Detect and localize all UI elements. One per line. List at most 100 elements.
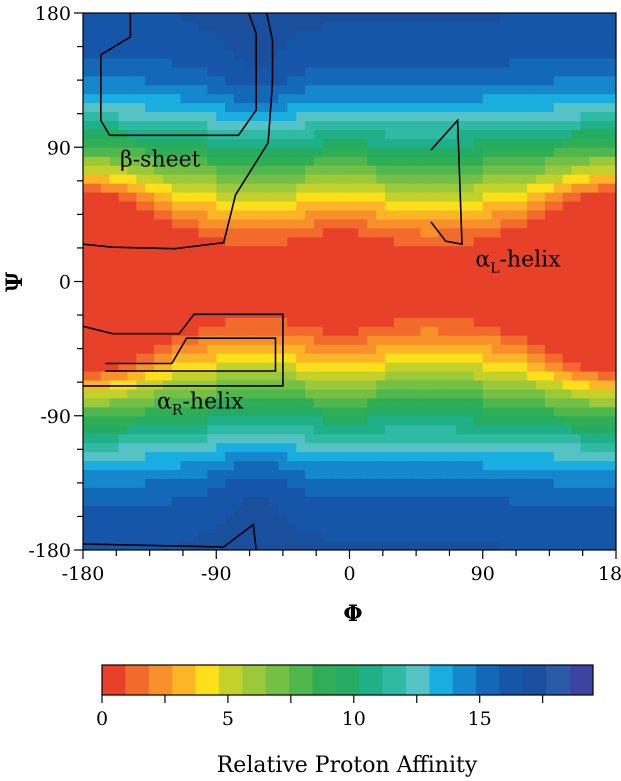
heatmap-cell <box>589 102 599 113</box>
heatmap-cell <box>589 138 599 148</box>
heatmap-cell <box>269 299 280 309</box>
heatmap-cell <box>367 433 377 444</box>
heatmap-cell <box>553 129 564 139</box>
heatmap-cell <box>109 39 120 50</box>
heatmap-cell <box>482 102 493 113</box>
heatmap-cell <box>438 326 448 336</box>
heatmap-cell <box>393 236 404 247</box>
heatmap-cell <box>491 451 502 462</box>
heatmap-cell <box>278 209 288 220</box>
heatmap-cell <box>376 75 386 86</box>
heatmap-cell <box>109 371 120 381</box>
heatmap-cell <box>456 317 466 327</box>
heatmap-cell <box>607 317 616 327</box>
heatmap-cell <box>109 281 120 292</box>
heatmap-cell <box>313 487 324 497</box>
heatmap-cell <box>162 192 173 202</box>
heatmap-cell <box>562 505 573 515</box>
x-tick-label: -90 <box>201 563 232 585</box>
heatmap-cell <box>145 174 155 184</box>
heatmap-cell <box>607 57 616 68</box>
heatmap-cell <box>180 57 191 68</box>
heatmap-cell <box>358 326 368 336</box>
heatmap-cell <box>118 200 129 211</box>
heatmap-cell <box>136 344 146 354</box>
heatmap-cell <box>580 263 590 274</box>
heatmap-cell <box>464 371 475 381</box>
heatmap-cell <box>305 245 315 256</box>
heatmap-cell <box>473 281 484 292</box>
heatmap-cell <box>198 424 208 435</box>
heatmap-cell <box>162 272 173 283</box>
heatmap-cell <box>287 102 297 113</box>
heatmap-cell <box>100 272 111 283</box>
heatmap-cell <box>234 523 244 533</box>
heatmap-cell <box>607 397 616 408</box>
heatmap-cell <box>376 174 386 184</box>
heatmap-cell <box>438 353 448 363</box>
heatmap-cell <box>171 227 182 238</box>
heatmap-cell <box>367 451 377 462</box>
heatmap-cell <box>340 66 351 77</box>
heatmap-cell <box>527 66 537 77</box>
heatmap-cell <box>420 13 431 23</box>
heatmap-cell <box>118 344 129 354</box>
heatmap-cell <box>456 245 466 256</box>
heatmap-cell <box>198 120 208 130</box>
heatmap-cell <box>189 156 200 166</box>
heatmap-cell <box>331 451 342 462</box>
heatmap-cell <box>340 344 351 354</box>
heatmap-cell <box>402 147 413 157</box>
heatmap-cell <box>580 514 590 524</box>
heatmap-cell <box>367 317 377 327</box>
heatmap-cell <box>385 460 395 471</box>
heatmap-cell <box>527 397 537 408</box>
heatmap-cell <box>527 129 537 139</box>
heatmap-cell <box>127 174 137 184</box>
heatmap-cell <box>216 514 226 524</box>
heatmap-cell <box>269 102 280 113</box>
heatmap-cell <box>278 442 288 453</box>
heatmap-cell <box>598 66 608 77</box>
heatmap-cell <box>349 362 359 372</box>
heatmap-cell <box>473 129 484 139</box>
heatmap-cell <box>154 487 164 497</box>
heatmap-cell <box>198 209 208 220</box>
heatmap-cell <box>473 263 484 274</box>
heatmap-cell <box>225 335 235 345</box>
heatmap-cell <box>393 156 404 166</box>
heatmap-cell <box>482 21 493 32</box>
heatmap-cell <box>216 532 226 542</box>
heatmap-cell <box>598 263 608 274</box>
heatmap-cell <box>553 371 564 381</box>
heatmap-cell <box>136 397 146 408</box>
heatmap-cell <box>331 469 342 479</box>
heatmap-cell <box>509 451 519 462</box>
heatmap-cell <box>402 353 413 363</box>
heatmap-cell <box>225 299 235 309</box>
heatmap-cell <box>305 460 315 471</box>
heatmap-cell <box>225 39 235 50</box>
heatmap-cell <box>127 84 137 95</box>
heatmap-cell <box>473 290 484 300</box>
heatmap-cell <box>349 424 359 435</box>
heatmap-cell <box>509 48 519 59</box>
heatmap-cell <box>349 406 359 417</box>
heatmap-cell <box>296 523 306 533</box>
heatmap-cell <box>544 174 555 184</box>
heatmap-cell <box>571 138 582 148</box>
heatmap-cell <box>331 299 342 309</box>
heatmap-cell <box>349 183 359 193</box>
heatmap-cell <box>145 308 155 318</box>
heatmap-cell <box>127 138 137 148</box>
heatmap-cell <box>136 532 146 542</box>
heatmap-cell <box>260 478 271 488</box>
heatmap-cell <box>305 254 315 265</box>
heatmap-cell <box>154 272 164 283</box>
heatmap-cell <box>393 227 404 238</box>
heatmap-cell <box>171 514 182 524</box>
heatmap-cell <box>322 263 333 274</box>
heatmap-cell <box>91 75 102 86</box>
heatmap-cell <box>118 236 129 247</box>
heatmap-cell <box>438 532 448 542</box>
